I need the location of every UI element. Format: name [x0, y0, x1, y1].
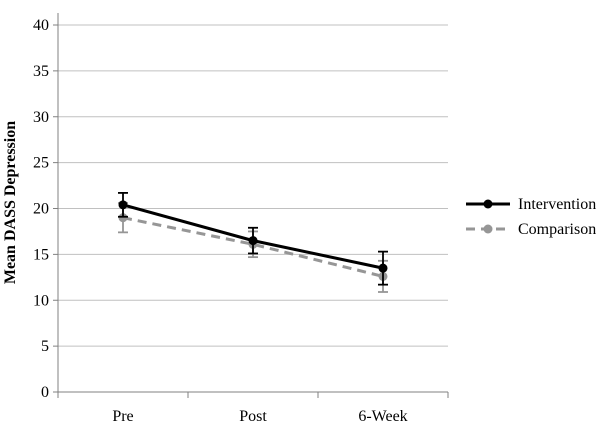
y-tick-labels: 0 5 10 15 20 25 30 35 40	[33, 17, 49, 401]
data-point-marker	[118, 213, 128, 223]
legend-item-comparison: Comparison	[466, 221, 596, 238]
y-tick-label: 0	[41, 384, 49, 401]
legend-marker	[483, 224, 493, 234]
gridlines	[58, 24, 448, 347]
y-tick-label: 25	[33, 155, 49, 172]
x-tick-label: Pre	[112, 408, 133, 425]
legend: Intervention Comparison	[466, 196, 596, 238]
x-tick-label: Post	[239, 408, 267, 425]
data-point-marker	[248, 236, 258, 246]
legend-label: Intervention	[518, 196, 596, 213]
legend-label: Comparison	[518, 221, 596, 238]
y-tick-label: 20	[33, 201, 49, 218]
x-tick-labels: Pre Post 6-Week	[112, 408, 407, 425]
legend-marker	[483, 199, 493, 209]
series-intervention	[118, 192, 388, 286]
y-tick-label: 15	[33, 246, 49, 263]
y-tick-label: 35	[33, 63, 49, 80]
legend-item-intervention: Intervention	[466, 196, 596, 213]
y-tick-label: 10	[33, 292, 49, 309]
axes	[53, 13, 449, 398]
x-tick-label: 6-Week	[358, 408, 407, 425]
data-point-marker	[118, 200, 128, 210]
y-axis-title: Mean DASS Depression	[2, 121, 19, 284]
y-tick-label: 5	[41, 338, 49, 355]
y-tick-label: 40	[33, 17, 49, 34]
y-tick-label: 30	[33, 109, 49, 126]
data-point-marker	[378, 263, 388, 273]
